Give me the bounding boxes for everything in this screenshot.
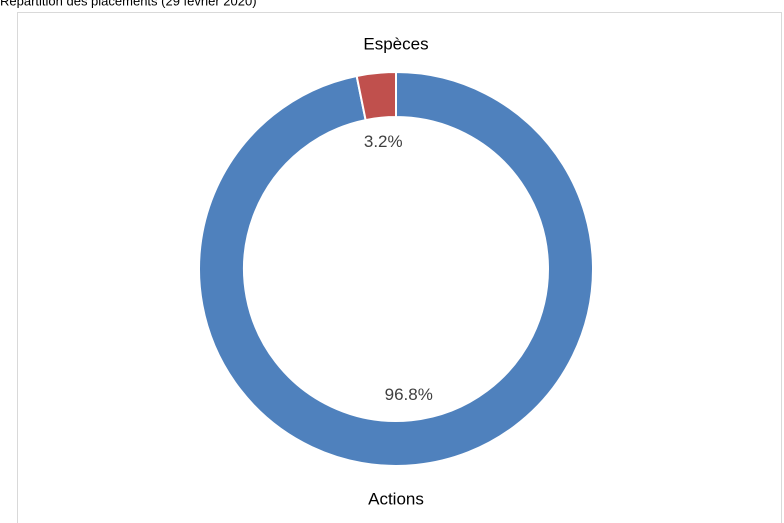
- chart-title: Répartition des placements (29 février 2…: [0, 0, 257, 8]
- category-label: Espèces: [363, 34, 428, 53]
- data-label: 3.2%: [364, 132, 403, 151]
- category-label: Actions: [368, 489, 424, 508]
- data-label: 96.8%: [385, 385, 433, 404]
- donut-slice: [355, 70, 397, 122]
- donut-slice: [198, 70, 594, 467]
